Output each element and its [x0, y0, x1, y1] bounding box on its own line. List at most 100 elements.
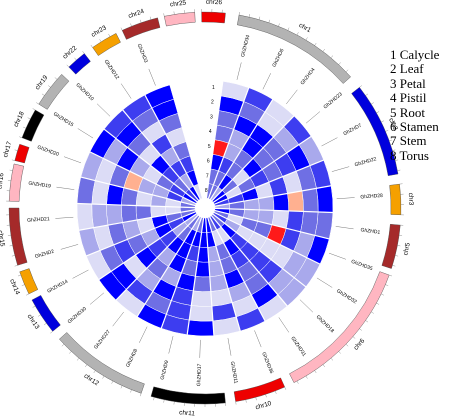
- chromosome-tick: [36, 102, 39, 105]
- gene-label: GhZHD35: [350, 259, 373, 272]
- chromosome-tick: [163, 13, 165, 17]
- legend-item: 7 Stem: [390, 133, 427, 149]
- chromosome-segment-chr6: [289, 271, 390, 383]
- chromosome-tick: [305, 375, 308, 379]
- gene-leader-line: [120, 83, 132, 99]
- gene-label: GhZHD28: [360, 193, 383, 201]
- chromosome-tick: [381, 120, 384, 123]
- chromosome-tick: [376, 111, 380, 114]
- heatmap-divider: [214, 207, 333, 214]
- gene-leader-line: [262, 73, 271, 90]
- heatmap-divider: [122, 109, 200, 201]
- chromosome-tick: [397, 169, 401, 171]
- chromosome-label: chr19: [34, 74, 50, 91]
- heatmap-cell: [91, 203, 109, 228]
- gene-label: GhZHD3: [136, 43, 149, 64]
- gene-label: GhZHD19: [28, 181, 51, 190]
- chromosome-segment-chr12: [59, 332, 145, 394]
- gene-label: GhZHD1: [360, 227, 381, 236]
- legend-item: 8 Torus: [390, 147, 429, 163]
- chromosome-tick: [359, 328, 362, 331]
- chromosome-tick: [140, 19, 142, 23]
- chromosome-tick: [265, 394, 267, 398]
- gene-leader-line: [148, 68, 156, 86]
- ring-number-label: 8: [205, 188, 208, 194]
- chromosome-tick: [385, 284, 389, 286]
- heatmap-divider: [77, 202, 196, 209]
- chromosome-tick: [255, 397, 257, 401]
- gene-label: GhZHD12: [103, 59, 121, 81]
- heatmap-divider: [211, 115, 295, 202]
- gene-leader-line: [77, 128, 94, 139]
- chromosome-tick: [163, 399, 165, 403]
- chromosome-tick: [9, 245, 13, 247]
- chromosome-segment-chr22: [68, 53, 91, 75]
- gene-leader-line: [63, 156, 82, 164]
- heatmap-divider: [80, 176, 196, 207]
- gene-leader-line: [321, 137, 338, 147]
- chromosome-label: chr26: [206, 0, 223, 6]
- heatmap-cell: [193, 276, 212, 292]
- gene-label: GhZHD31: [289, 336, 307, 358]
- chromosome-tick: [102, 375, 105, 379]
- heatmap-divider: [210, 215, 288, 307]
- chromosome-tick: [130, 23, 132, 27]
- chromosome-tick: [76, 358, 80, 361]
- ring-number-label: 6: [207, 159, 210, 165]
- chromosome-segment-chr16: [8, 163, 25, 202]
- chromosome-tick: [305, 37, 308, 41]
- heatmap-divider: [207, 217, 241, 332]
- chromosome-tick: [27, 117, 31, 120]
- chromosome-tick: [381, 293, 384, 296]
- chromosome-label: chr3: [407, 193, 415, 206]
- gene-leader-line: [139, 326, 148, 343]
- heatmap-cell: [191, 290, 213, 307]
- chromosome-label: chr12: [82, 373, 100, 388]
- gene-leader-line: [168, 336, 174, 354]
- gene-leader-line: [331, 166, 350, 172]
- gene-label: GhZHD30: [67, 306, 88, 325]
- chromosome-tick: [32, 305, 36, 308]
- heatmap-cell: [106, 204, 123, 226]
- gene-leader-line: [254, 330, 262, 348]
- chromosome-tick: [54, 77, 58, 80]
- chromosome-label: chr23: [90, 24, 108, 39]
- chromosome-tick: [248, 14, 250, 18]
- chromosome-tick: [245, 399, 247, 403]
- chromosome-tick: [278, 23, 280, 27]
- gene-label: GhZHD2: [34, 249, 55, 260]
- chromosome-tick: [287, 27, 290, 31]
- chromosome-tick: [26, 293, 29, 296]
- heatmap-divider: [136, 216, 201, 317]
- heatmap-divider: [214, 209, 330, 240]
- chromosome-tick: [17, 274, 21, 277]
- chromosome-segment-chr23: [92, 33, 121, 56]
- heatmap-divider: [209, 216, 266, 322]
- gene-label: GhZHD14: [46, 279, 69, 295]
- legend-item: 2 Leaf: [390, 61, 424, 77]
- chromosome-tick: [140, 393, 142, 397]
- chromosome-tick: [149, 16, 152, 20]
- chromosome-tick: [395, 159, 399, 161]
- chromosome-tick: [345, 344, 349, 347]
- chromosome-segment-chr19: [38, 74, 70, 110]
- gene-leader-line: [286, 89, 298, 105]
- heatmap-cell: [144, 84, 175, 109]
- chromosome-tick: [338, 351, 341, 354]
- gene-label: GhZHD23: [323, 91, 344, 110]
- gene-leader-line: [299, 299, 314, 313]
- gene-leader-line: [316, 277, 333, 288]
- gene-label: GhZHD20: [36, 145, 59, 158]
- gene-label: GhZHD7: [342, 123, 362, 138]
- heatmap-divider: [78, 209, 196, 231]
- heatmap-divider: [98, 213, 198, 281]
- chromosome-tick: [296, 380, 299, 384]
- gene-leader-line: [336, 197, 355, 199]
- chromosome-tick: [19, 136, 23, 138]
- chromosome-segment-chr11: [150, 386, 226, 405]
- chromosome-label: chr2: [387, 117, 399, 132]
- gene-leader-line: [96, 103, 111, 117]
- chromosome-tick: [23, 126, 27, 129]
- heatmap-divider: [212, 135, 312, 203]
